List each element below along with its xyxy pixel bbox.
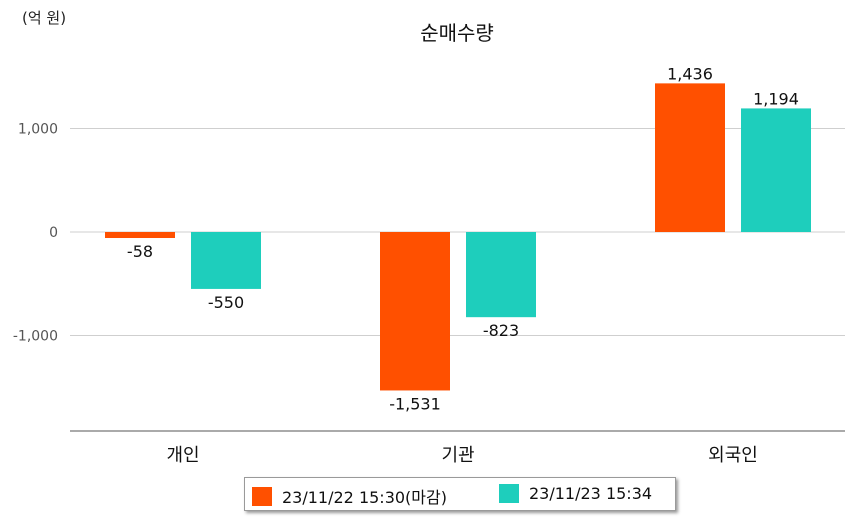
x-category-label: 개인 xyxy=(166,445,199,466)
legend: 23/11/22 15:30(마감) 23/11/23 15:34 xyxy=(244,477,676,511)
x-axis-labels: 개인 기관 외국인 xyxy=(166,445,757,466)
y-tick-label: 0 xyxy=(49,225,58,241)
y-tick-label: 1,000 xyxy=(18,122,58,138)
legend-swatch-series-2 xyxy=(499,484,519,503)
data-label: -58 xyxy=(127,242,153,261)
data-label: -823 xyxy=(483,321,519,340)
x-category-label: 외국인 xyxy=(708,445,758,466)
y-tick-label: -1,000 xyxy=(13,329,58,345)
bar[interactable] xyxy=(741,108,811,232)
legend-swatch-series-1 xyxy=(252,486,272,506)
bar[interactable] xyxy=(380,232,450,391)
legend-item-series-1[interactable]: 23/11/22 15:30(마감) xyxy=(252,484,447,508)
unit-label: (억 원) xyxy=(22,9,67,27)
y-axis-ticks: 1,000 0 -1,000 xyxy=(13,122,58,345)
gridlines xyxy=(70,128,845,336)
data-label: -550 xyxy=(208,293,244,312)
bar[interactable] xyxy=(466,232,536,318)
data-label: 1,436 xyxy=(667,64,713,83)
data-label: -1,531 xyxy=(389,394,441,413)
bars xyxy=(105,83,811,391)
bar[interactable] xyxy=(655,83,725,233)
bar[interactable] xyxy=(105,232,175,239)
data-labels: -58 -1,531 1,436 -550 -823 1,194 xyxy=(127,64,799,413)
legend-label-series-1: 23/11/22 15:30(마감) xyxy=(282,488,447,507)
chart-title: 순매수량 xyxy=(420,21,494,45)
legend-label-series-2: 23/11/23 15:34 xyxy=(529,484,653,503)
legend-item-series-2[interactable]: 23/11/23 15:34 xyxy=(499,484,652,503)
bar[interactable] xyxy=(191,232,261,289)
data-label: 1,194 xyxy=(753,89,799,108)
x-category-label: 기관 xyxy=(441,445,474,466)
